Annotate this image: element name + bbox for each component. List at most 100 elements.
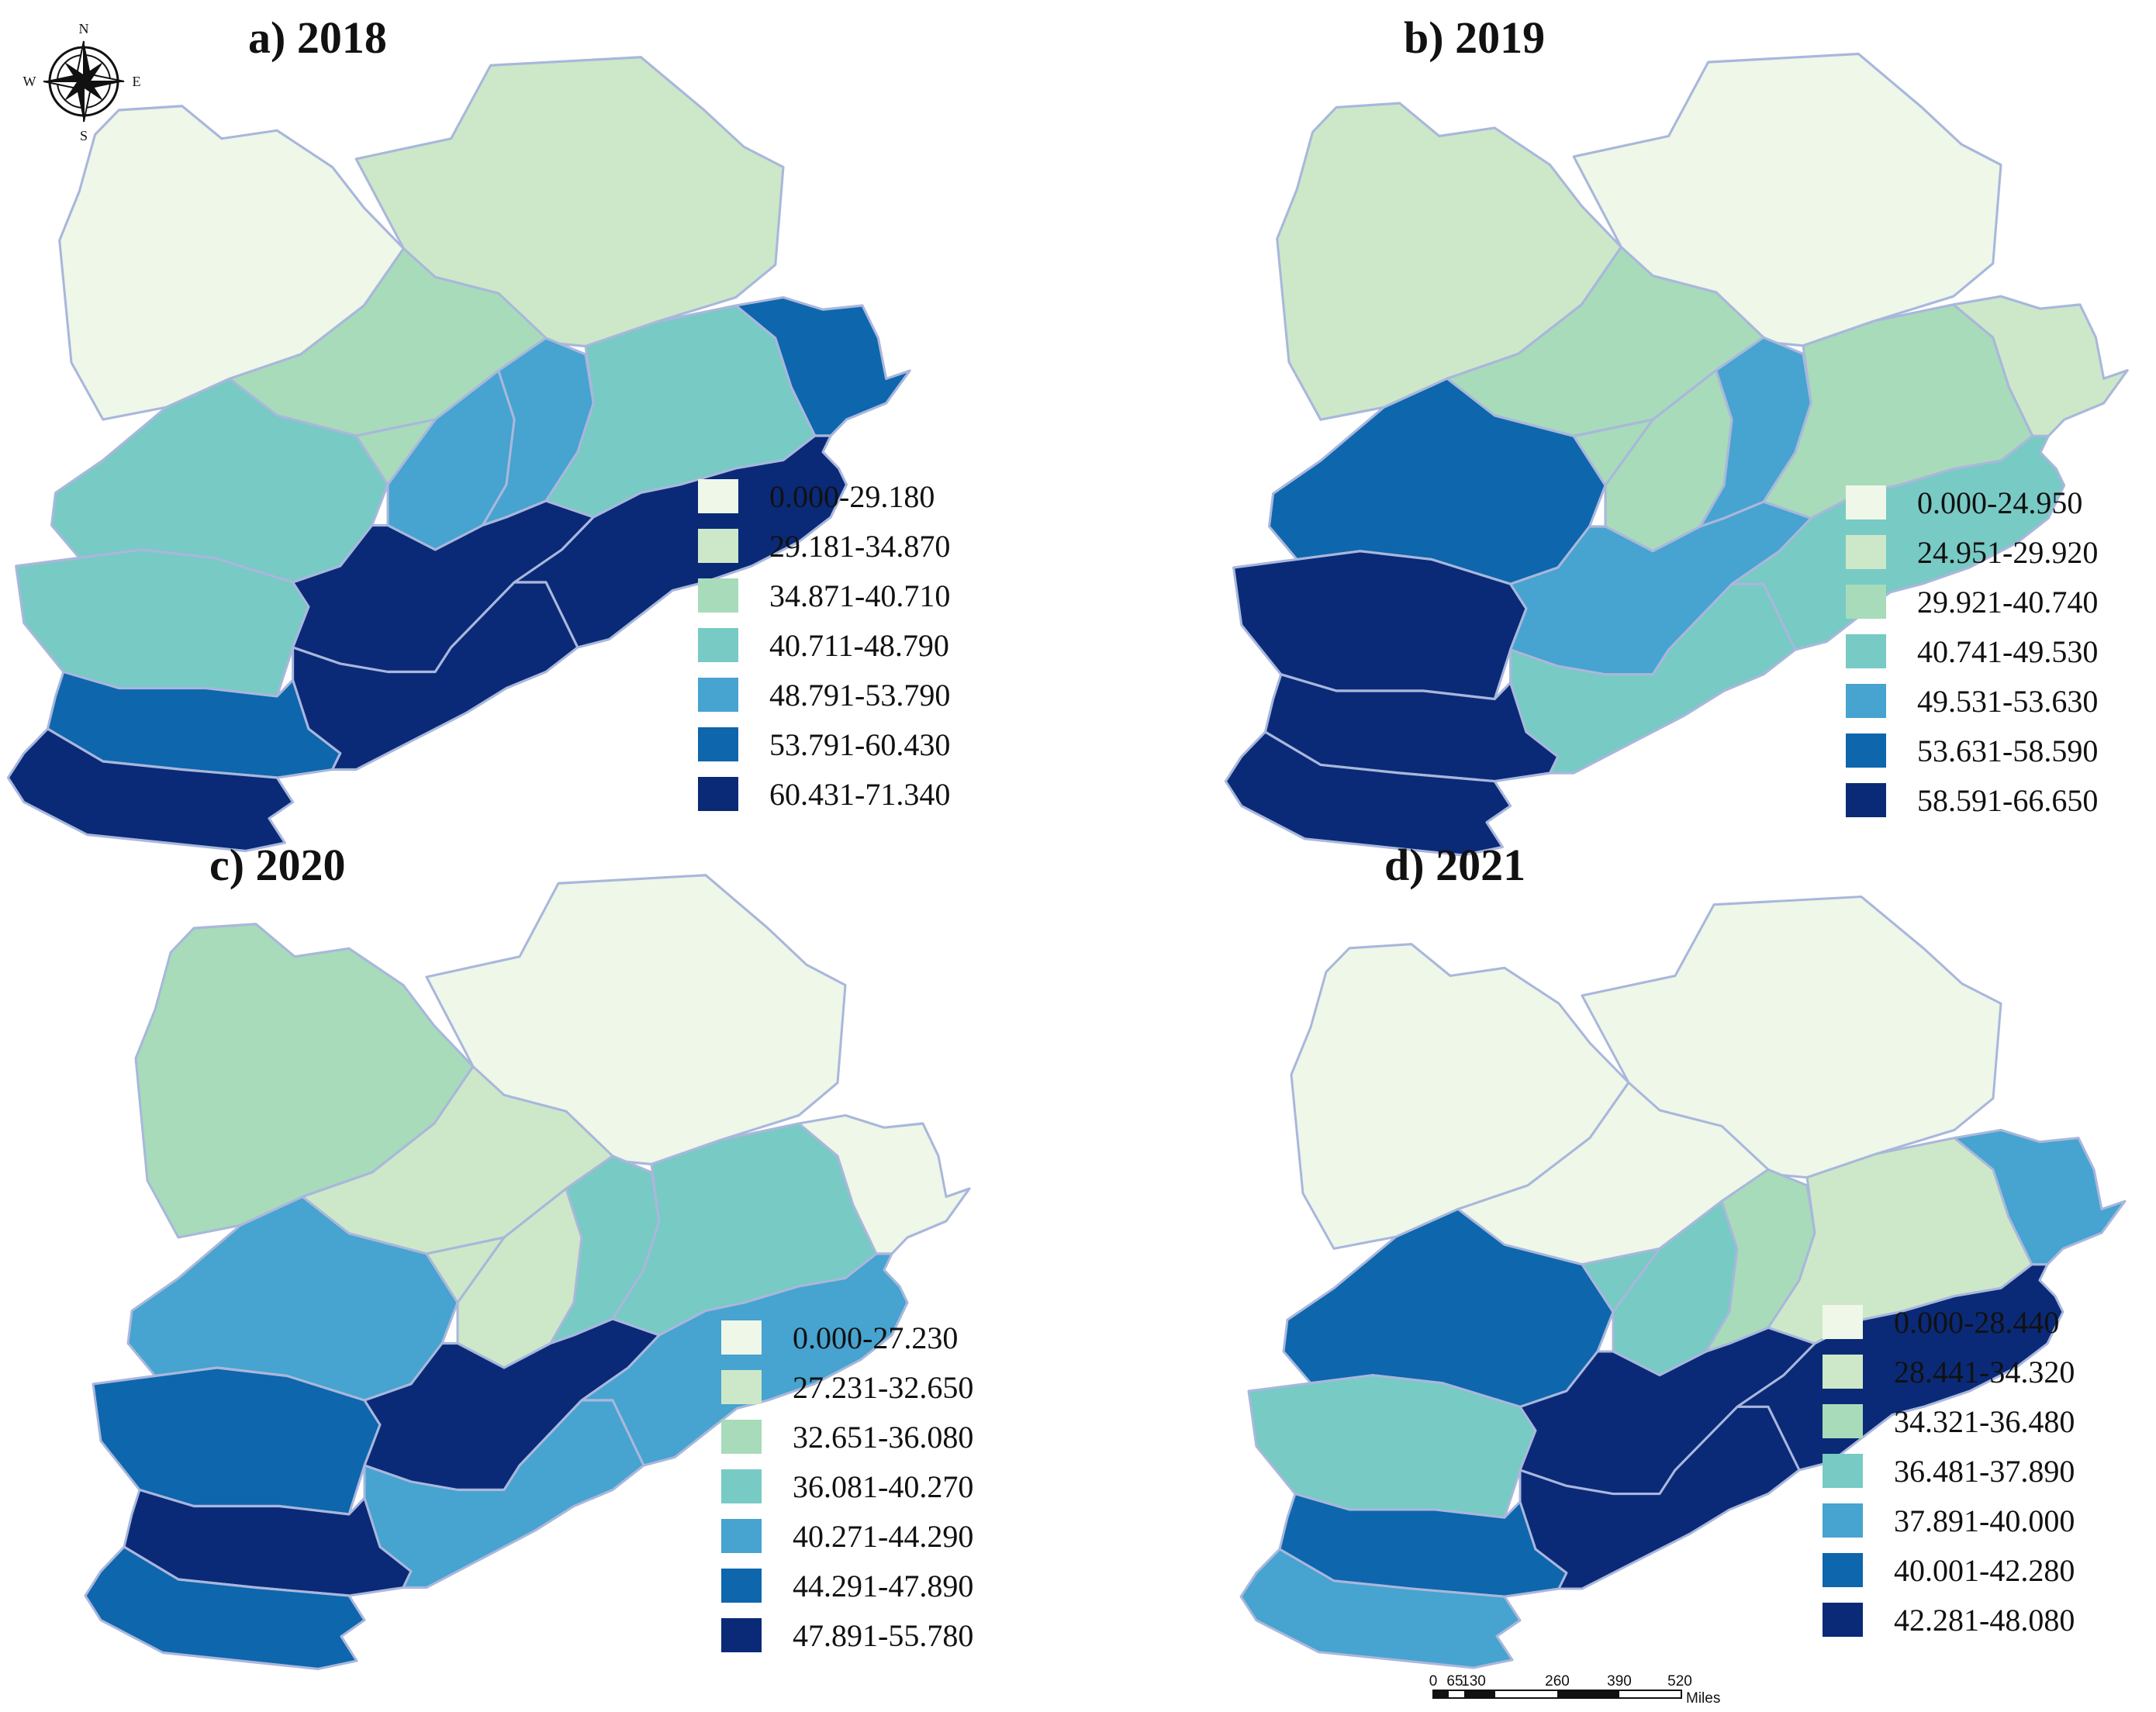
legend-label: 27.231-32.650: [793, 1370, 973, 1405]
legend-swatch: [698, 777, 738, 811]
legend-label: 53.631-58.590: [1917, 733, 2098, 768]
legend-swatch: [1846, 585, 1886, 619]
legend-label: 49.531-53.630: [1917, 684, 2098, 719]
map-region-r-ncs: [1581, 1247, 1661, 1313]
choropleth-map: [84, 874, 971, 1671]
legend-swatch: [698, 628, 738, 662]
compass-south-label: S: [80, 128, 88, 143]
map-panel-2020: c) 2020 0.000-27.230 27.231-32.650 32.651-…: [84, 840, 973, 1671]
legend-swatch: [721, 1320, 762, 1355]
legend-label: 0.000-24.950: [1917, 485, 2082, 520]
legend-swatch: [698, 578, 738, 613]
legend-label: 0.000-29.180: [769, 479, 935, 514]
map-region-r-ncs: [425, 1236, 506, 1304]
legend-label: 29.921-40.740: [1917, 585, 2098, 620]
map-region-r-seb: [363, 1399, 645, 1589]
legend-label: 40.741-49.530: [1917, 634, 2098, 669]
legend-label: 60.431-71.340: [769, 777, 950, 812]
legend-label: 40.001-42.280: [1894, 1553, 2075, 1588]
scale-bar: 0 65 130 260 390 520 Miles: [1429, 1673, 1721, 1707]
legend: 0.000-27.230 27.231-32.650 32.651-36.080 36…: [721, 1320, 973, 1653]
panel-title: a) 2018: [248, 12, 387, 63]
legend-label: 32.651-36.080: [793, 1420, 973, 1455]
legend-swatch: [698, 479, 738, 513]
legend-label: 24.951-29.920: [1917, 535, 2098, 570]
legend-swatch: [1823, 1355, 1863, 1389]
map-region-r-seb: [292, 581, 579, 771]
legend-swatch: [1846, 733, 1886, 768]
legend-label: 34.871-40.710: [769, 578, 950, 613]
legend-label: 47.891-55.780: [793, 1618, 973, 1653]
legend-swatch: [721, 1469, 762, 1503]
legend-swatch: [1823, 1603, 1863, 1637]
legend-label: 53.791-60.430: [769, 727, 950, 762]
panel-title: d) 2021: [1384, 840, 1525, 890]
map-panel-2018: a) 2018 0.000-29.180 29.181-34.870 34.871-…: [6, 12, 950, 853]
legend-swatch: [1846, 485, 1886, 519]
scale-tick-label: 260: [1545, 1673, 1570, 1690]
legend-swatch: [1846, 535, 1886, 569]
legend-swatch: [698, 678, 738, 712]
legend-label: 40.271-44.290: [793, 1519, 973, 1554]
legend-label: 58.591-66.650: [1917, 783, 2098, 818]
legend-swatch: [721, 1519, 762, 1553]
choropleth-map: [1239, 895, 2127, 1669]
legend-label: 44.291-47.890: [793, 1569, 973, 1603]
map-region-r-seb: [1519, 1405, 1801, 1590]
map-region-r-ncs: [354, 418, 437, 486]
choropleth-map: [1224, 52, 2129, 857]
map-region-r-sw: [1239, 1548, 1522, 1669]
map-region-r-ee: [797, 1113, 971, 1255]
scale-tick-label: 390: [1607, 1673, 1632, 1690]
legend-swatch: [721, 1618, 762, 1652]
legend-swatch: [721, 1420, 762, 1454]
legend-swatch: [1823, 1553, 1863, 1587]
scale-tick-label: 65: [1446, 1673, 1463, 1690]
legend-label: 42.281-48.080: [1894, 1603, 2075, 1638]
map-region-r-ee: [734, 295, 911, 437]
legend-label: 37.891-40.000: [1894, 1503, 2075, 1538]
legend: 0.000-28.440 28.441-34.320 34.321-36.480 36…: [1823, 1305, 2075, 1638]
panel-title: b) 2019: [1404, 12, 1545, 63]
legend-swatch: [1846, 634, 1886, 668]
legend-label: 0.000-28.440: [1894, 1305, 2059, 1340]
scale-tick-label: 520: [1667, 1673, 1692, 1690]
compass-north-label: N: [79, 21, 89, 36]
legend-swatch: [1823, 1503, 1863, 1538]
legend-swatch: [721, 1569, 762, 1603]
panel-title: c) 2020: [209, 840, 346, 890]
map-region-r-ncs: [1572, 418, 1654, 487]
legend-label: 29.181-34.870: [769, 529, 950, 564]
scale-unit-label: Miles: [1686, 1690, 1720, 1707]
compass-rose-icon: N S E W: [23, 21, 141, 143]
legend-swatch: [698, 529, 738, 563]
legend-swatch: [698, 727, 738, 761]
map-panel-2019: b) 2019 0.000-24.950 24.951-29.920 29.921-…: [1224, 12, 2129, 857]
choropleth-map: [6, 56, 911, 853]
map-region-r-sw: [6, 727, 295, 853]
legend-label: 0.000-27.230: [793, 1320, 958, 1355]
legend: 0.000-29.180 29.181-34.870 34.871-40.710 40…: [698, 479, 950, 812]
scale-tick-label: 130: [1461, 1673, 1486, 1690]
legend-label: 36.481-37.890: [1894, 1454, 2075, 1489]
map-region-r-sw: [1224, 730, 1512, 857]
map-panel-2021: d) 2021 0.000-28.440 28.441-34.320 34.321-…: [1239, 840, 2127, 1669]
map-region-r-ee: [1953, 1128, 2127, 1266]
legend: 0.000-24.950 24.951-29.920 29.921-40.740 40…: [1846, 485, 2098, 818]
legend-swatch: [1823, 1305, 1863, 1339]
legend-label: 28.441-34.320: [1894, 1355, 2075, 1389]
compass-west-label: W: [23, 74, 36, 89]
legend-swatch: [721, 1370, 762, 1404]
legend-label: 48.791-53.790: [769, 678, 950, 713]
legend-label: 36.081-40.270: [793, 1469, 973, 1504]
legend-label: 40.711-48.790: [769, 628, 949, 663]
legend-swatch: [1823, 1454, 1863, 1488]
legend-label: 34.321-36.480: [1894, 1404, 2075, 1439]
compass-east-label: E: [133, 74, 141, 89]
scale-tick-label: 0: [1429, 1673, 1438, 1690]
map-region-r-sw: [84, 1545, 366, 1671]
map-region-r-seb: [1509, 582, 1797, 775]
legend-swatch: [1823, 1404, 1863, 1438]
map-region-r-ee: [1952, 295, 2129, 437]
